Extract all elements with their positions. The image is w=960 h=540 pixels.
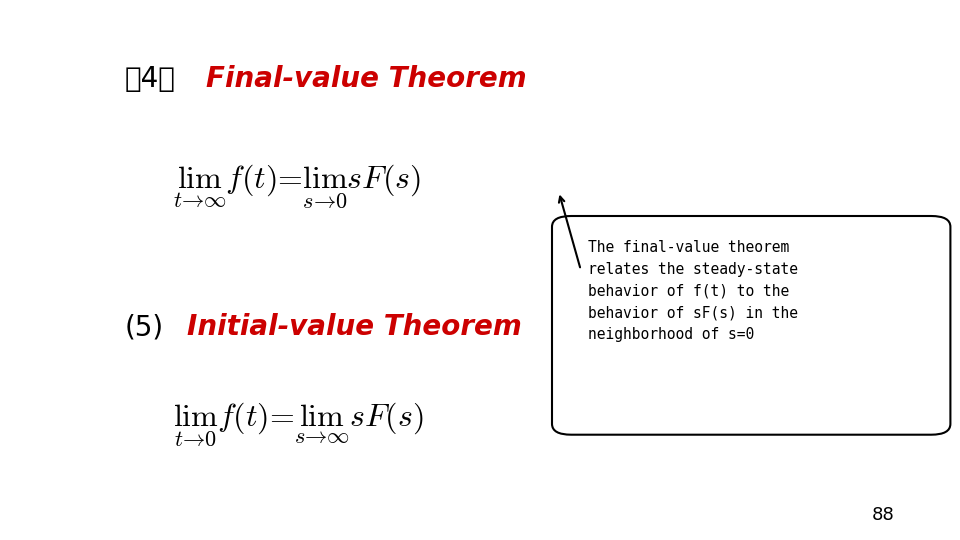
Text: 88: 88: [872, 506, 895, 524]
FancyBboxPatch shape: [552, 216, 950, 435]
Text: Final-value Theorem: Final-value Theorem: [206, 65, 527, 93]
Text: $\lim_{t \to 0} f(t) = \lim_{s \to \infty} sF(s)$: $\lim_{t \to 0} f(t) = \lim_{s \to \inft…: [173, 400, 423, 448]
Text: The final-value theorem
relates the steady-state
behavior of f(t) to the
behavio: The final-value theorem relates the stea…: [588, 240, 799, 342]
Text: (5): (5): [125, 313, 164, 341]
Text: Initial-value Theorem: Initial-value Theorem: [187, 313, 522, 341]
Text: （4）: （4）: [125, 65, 176, 93]
Text: $\lim_{t \to \infty} f(t) = \lim_{s \to 0} sF(s)$: $\lim_{t \to \infty} f(t) = \lim_{s \to …: [173, 163, 420, 210]
